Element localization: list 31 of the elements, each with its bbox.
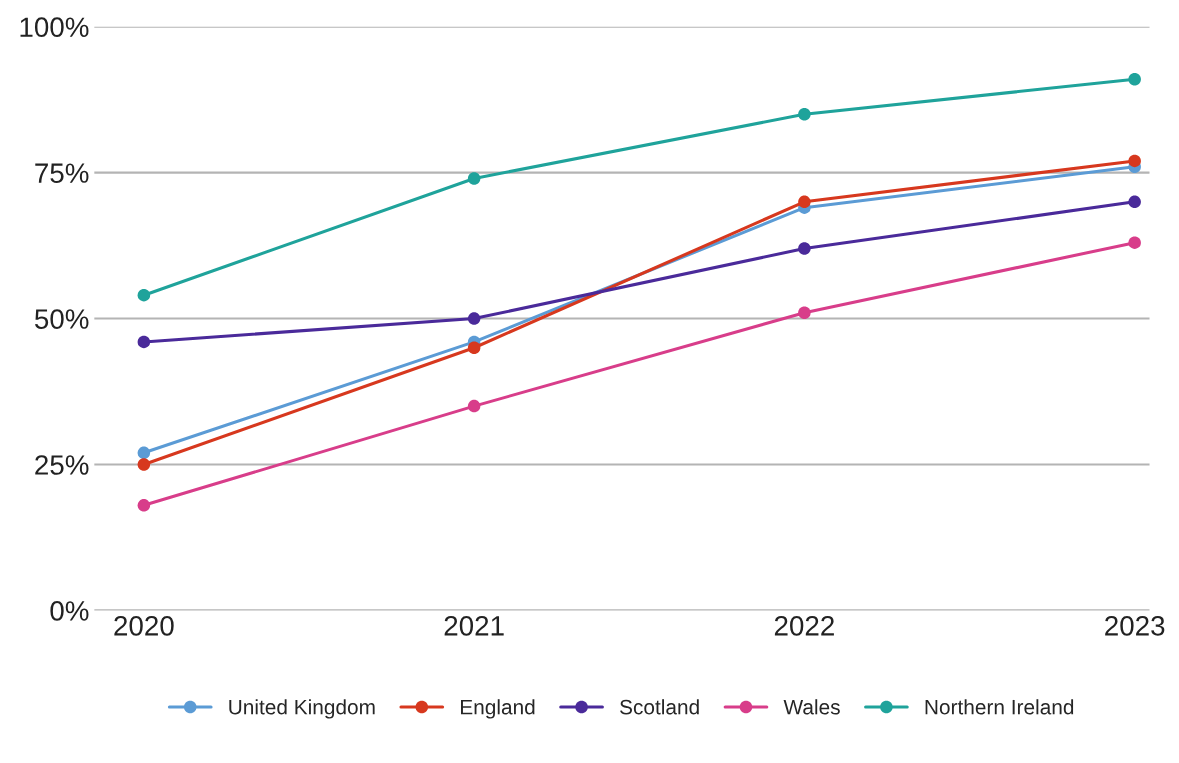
point <box>798 108 811 121</box>
point <box>137 446 151 460</box>
x-tick-label: 2020 <box>114 615 174 636</box>
point <box>467 312 481 325</box>
point <box>1128 154 1141 168</box>
point <box>137 458 151 471</box>
y-tick-label: 25% <box>35 455 89 475</box>
point <box>467 341 481 354</box>
point <box>1128 236 1141 249</box>
point <box>137 288 151 302</box>
x-tick-label: 2023 <box>1105 615 1165 636</box>
legend-label: Northern Ireland <box>925 699 1074 715</box>
point <box>137 335 151 349</box>
point <box>798 242 811 255</box>
y-tick-label: 0% <box>50 601 89 621</box>
point <box>137 499 151 512</box>
y-tick-label: 50% <box>34 309 89 329</box>
y-tick-label: 100% <box>20 17 89 38</box>
legend-label: England <box>461 699 535 719</box>
legend-label: Scotland <box>620 699 699 715</box>
x-tick-label: 2021 <box>444 615 504 636</box>
legend-label: Wales <box>783 699 840 715</box>
point <box>467 399 481 413</box>
point <box>467 172 481 185</box>
point <box>798 195 811 209</box>
legend-label: United Kingdom <box>229 699 375 719</box>
point <box>1128 195 1141 209</box>
y-tick-label: 75% <box>35 163 89 183</box>
point <box>1128 72 1141 86</box>
point <box>798 306 811 319</box>
x-tick-label: 2022 <box>774 615 834 636</box>
